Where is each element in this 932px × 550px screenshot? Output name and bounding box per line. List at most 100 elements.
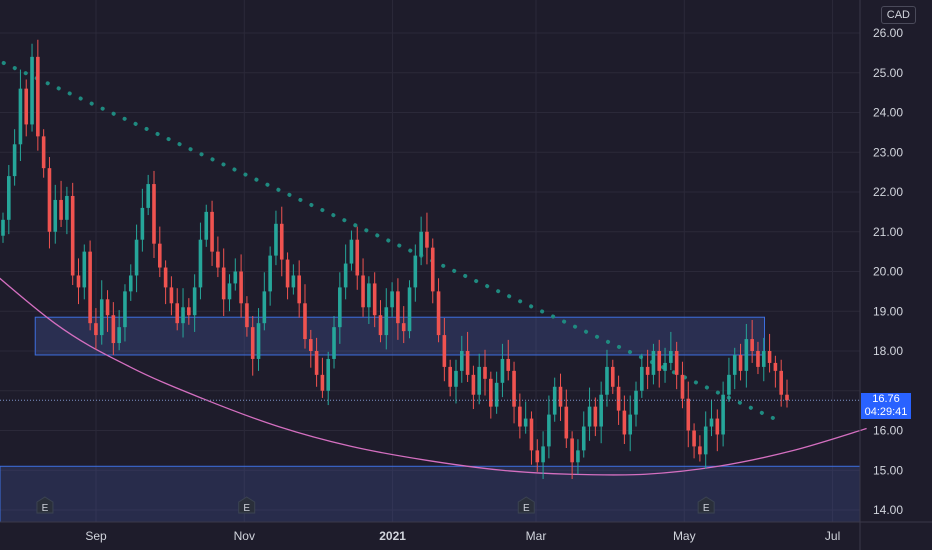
y-tick-label: 18.00	[873, 344, 903, 358]
candle-body	[680, 374, 685, 399]
candle	[657, 339, 662, 388]
candle-body	[558, 386, 563, 407]
candle	[413, 244, 418, 302]
candle-body	[413, 255, 418, 288]
earnings-marker[interactable]: E	[238, 496, 256, 514]
candle-body	[343, 263, 348, 288]
y-tick-label: 22.00	[873, 185, 903, 199]
candle	[314, 337, 319, 387]
candle	[297, 260, 301, 318]
candle-body	[541, 446, 545, 463]
candle	[378, 300, 383, 343]
earnings-marker[interactable]: E	[697, 496, 715, 514]
candle	[459, 335, 464, 383]
candle	[163, 260, 168, 305]
candle	[407, 280, 412, 339]
earnings-badge-icon	[517, 496, 535, 514]
candle-body	[12, 144, 17, 177]
price-axis[interactable]: 26.00 25.00 24.00 23.00 22.00 21.00 20.00 19.00…	[873, 26, 903, 517]
candle-body	[599, 394, 603, 427]
candle-body	[361, 275, 365, 308]
candle	[24, 79, 29, 137]
resistance-zone[interactable]	[34, 316, 766, 356]
candle-body	[99, 299, 104, 336]
candle	[88, 240, 92, 331]
candle	[477, 353, 482, 405]
candle-body	[146, 184, 150, 208]
candle-body	[425, 231, 429, 248]
candle	[36, 39, 40, 151]
candle	[320, 357, 325, 398]
candle-body	[506, 358, 511, 371]
y-tick-label: 16.00	[873, 424, 903, 438]
candle-body	[750, 339, 754, 351]
candle-body	[47, 168, 52, 232]
y-tick-label: 23.00	[873, 145, 903, 159]
zones	[0, 316, 861, 523]
candle	[738, 343, 743, 381]
earnings-label: E	[703, 503, 710, 514]
candle	[761, 337, 766, 382]
candle	[599, 381, 603, 444]
earnings-marker[interactable]: E	[36, 496, 54, 514]
candle	[634, 381, 638, 427]
candle	[703, 411, 708, 469]
candle-body	[7, 176, 11, 220]
candle	[442, 318, 447, 382]
candle-body	[605, 366, 609, 395]
candle-body	[88, 251, 92, 324]
support-zone[interactable]	[0, 465, 861, 523]
arc-curve	[0, 240, 867, 476]
candle	[425, 212, 429, 265]
candle-body	[454, 370, 458, 387]
candle-body	[465, 351, 470, 375]
candle	[41, 129, 46, 178]
candle-body	[372, 283, 377, 316]
candle-body	[407, 287, 412, 332]
candle	[773, 355, 778, 388]
candle	[750, 319, 754, 363]
time-axis[interactable]: Sep Nov 2021 Mar May Jul	[85, 529, 840, 543]
x-tick-label: Mar	[526, 529, 547, 543]
candle-body	[448, 366, 452, 387]
candle	[308, 329, 313, 368]
candle-body	[419, 231, 423, 256]
candle	[506, 339, 511, 381]
candle	[436, 278, 441, 343]
candle	[140, 188, 145, 252]
candle	[59, 180, 63, 227]
earnings-marker[interactable]: E	[517, 496, 535, 514]
candle	[692, 423, 696, 459]
arc-curve-line[interactable]	[0, 240, 867, 476]
currency-badge[interactable]: CAD	[880, 6, 916, 24]
candle	[785, 379, 789, 408]
candle	[291, 264, 296, 295]
candle	[181, 288, 185, 338]
candle	[570, 431, 574, 479]
candle	[732, 347, 737, 390]
candle-body	[430, 247, 435, 292]
candle-body	[756, 351, 760, 367]
last-price-value: 16.76	[872, 393, 900, 406]
candle-body	[663, 362, 667, 371]
candle	[535, 439, 540, 472]
candle-body	[163, 267, 168, 288]
candle-body	[30, 56, 34, 125]
candle-body	[436, 291, 441, 336]
candle-body	[378, 315, 383, 336]
candle	[175, 288, 180, 331]
candle	[709, 399, 714, 437]
candle	[610, 359, 615, 394]
candle-body	[256, 323, 261, 359]
candle-body	[744, 339, 749, 371]
candle	[396, 278, 400, 340]
candles	[1, 39, 789, 479]
candle	[210, 200, 214, 266]
candle-body	[581, 426, 586, 451]
candle	[82, 244, 87, 300]
candle	[587, 387, 592, 441]
candle-body	[738, 354, 743, 371]
candle	[134, 224, 139, 293]
